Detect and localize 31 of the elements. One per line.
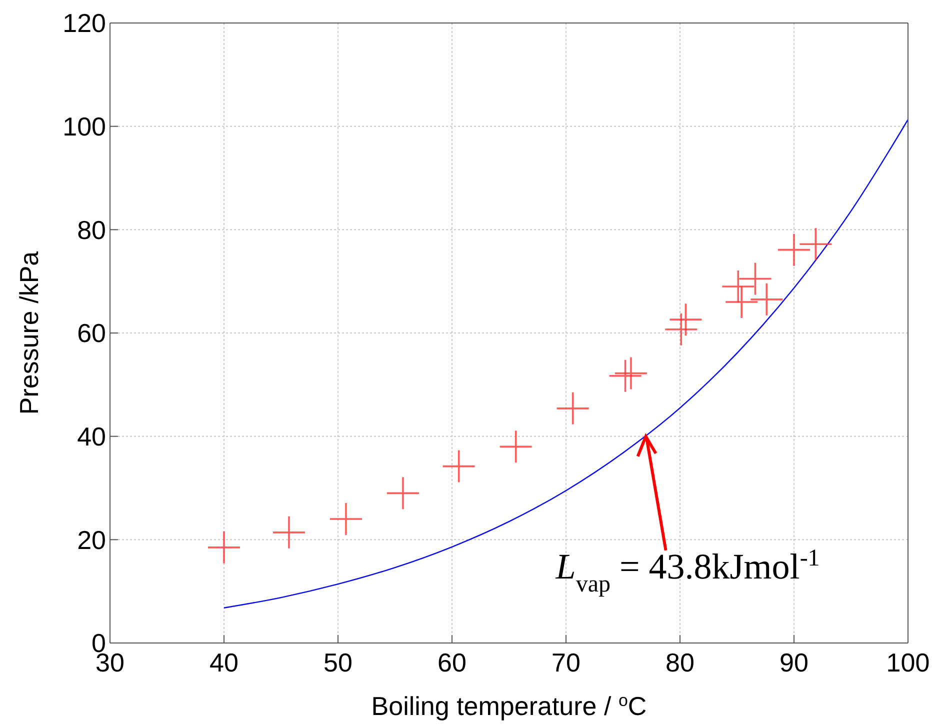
point xyxy=(726,286,758,318)
point xyxy=(778,234,810,266)
point xyxy=(556,392,589,424)
y-tick-label: 80 xyxy=(77,214,106,245)
x-tick-label: 90 xyxy=(780,647,808,678)
x-axis-title: Boiling temperature / $^{o}$C xyxy=(371,690,647,721)
line-series xyxy=(223,119,908,608)
annotation: L$_{vap}$ = 43.8kJmol$^{-1}$ xyxy=(554,545,820,598)
x-tick-label: 50 xyxy=(324,647,352,678)
x-tick-label: 100 xyxy=(886,647,930,678)
y-tick-label: 120 xyxy=(62,8,106,38)
point xyxy=(272,516,305,548)
x-tick-label: 40 xyxy=(210,647,238,678)
point xyxy=(609,360,642,392)
x-tick-label: 70 xyxy=(552,647,580,678)
point xyxy=(330,503,362,535)
y-tick-label: 40 xyxy=(77,422,106,452)
point xyxy=(614,357,647,390)
x-tick-label: 80 xyxy=(666,647,694,678)
point xyxy=(386,477,419,510)
point xyxy=(750,283,783,316)
point xyxy=(722,270,754,302)
y-tick-label: 100 xyxy=(62,112,106,142)
y-tick-label: 60 xyxy=(77,318,106,348)
point xyxy=(665,313,698,346)
point xyxy=(208,531,240,564)
point xyxy=(800,228,832,260)
point xyxy=(670,304,702,336)
x-tick-label: 60 xyxy=(438,647,466,678)
y-tick-label: 20 xyxy=(77,524,106,555)
y-axis-title: Pressure /kPa xyxy=(14,250,44,415)
